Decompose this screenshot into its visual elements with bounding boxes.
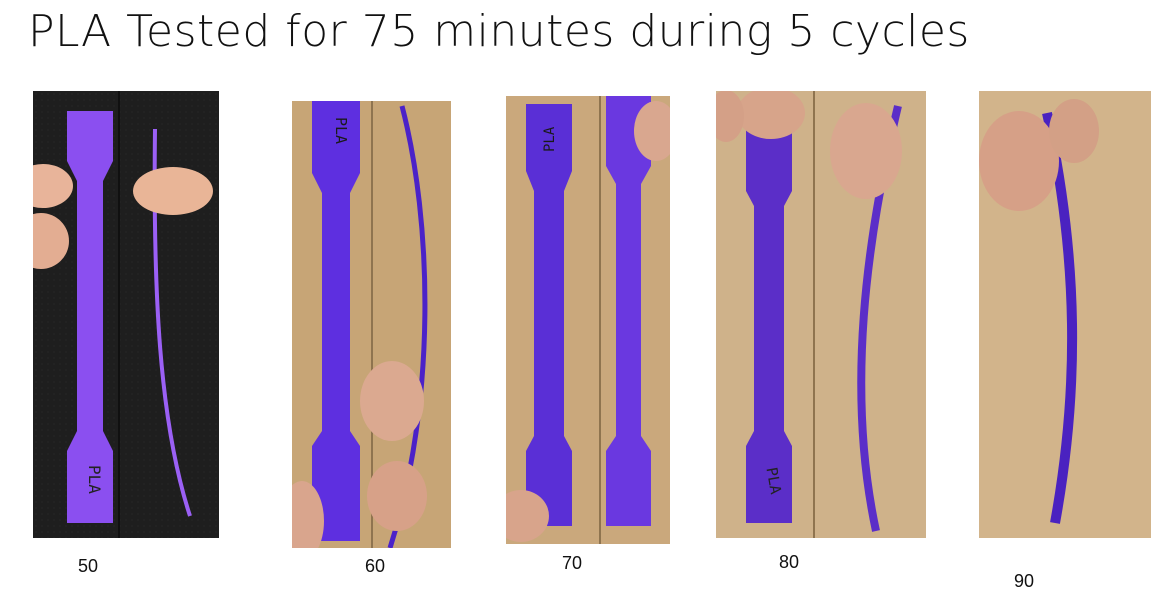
caption-80: 80 <box>779 552 800 572</box>
slide-title: PLA Tested for 75 minutes during 5 cycle… <box>28 6 970 57</box>
caption-60: 60 <box>365 556 386 576</box>
photo-sample-90 <box>979 91 1151 538</box>
caption-50: 50 <box>78 556 99 576</box>
caption-90: 90 <box>1014 571 1035 591</box>
photo-sample-70: PLA <box>506 96 670 544</box>
photo-sample-60: PLA <box>292 101 451 548</box>
photo-sample-50: PLA <box>33 91 219 538</box>
caption-70: 70 <box>562 553 583 573</box>
photo-sample-80: PLA <box>716 91 926 538</box>
